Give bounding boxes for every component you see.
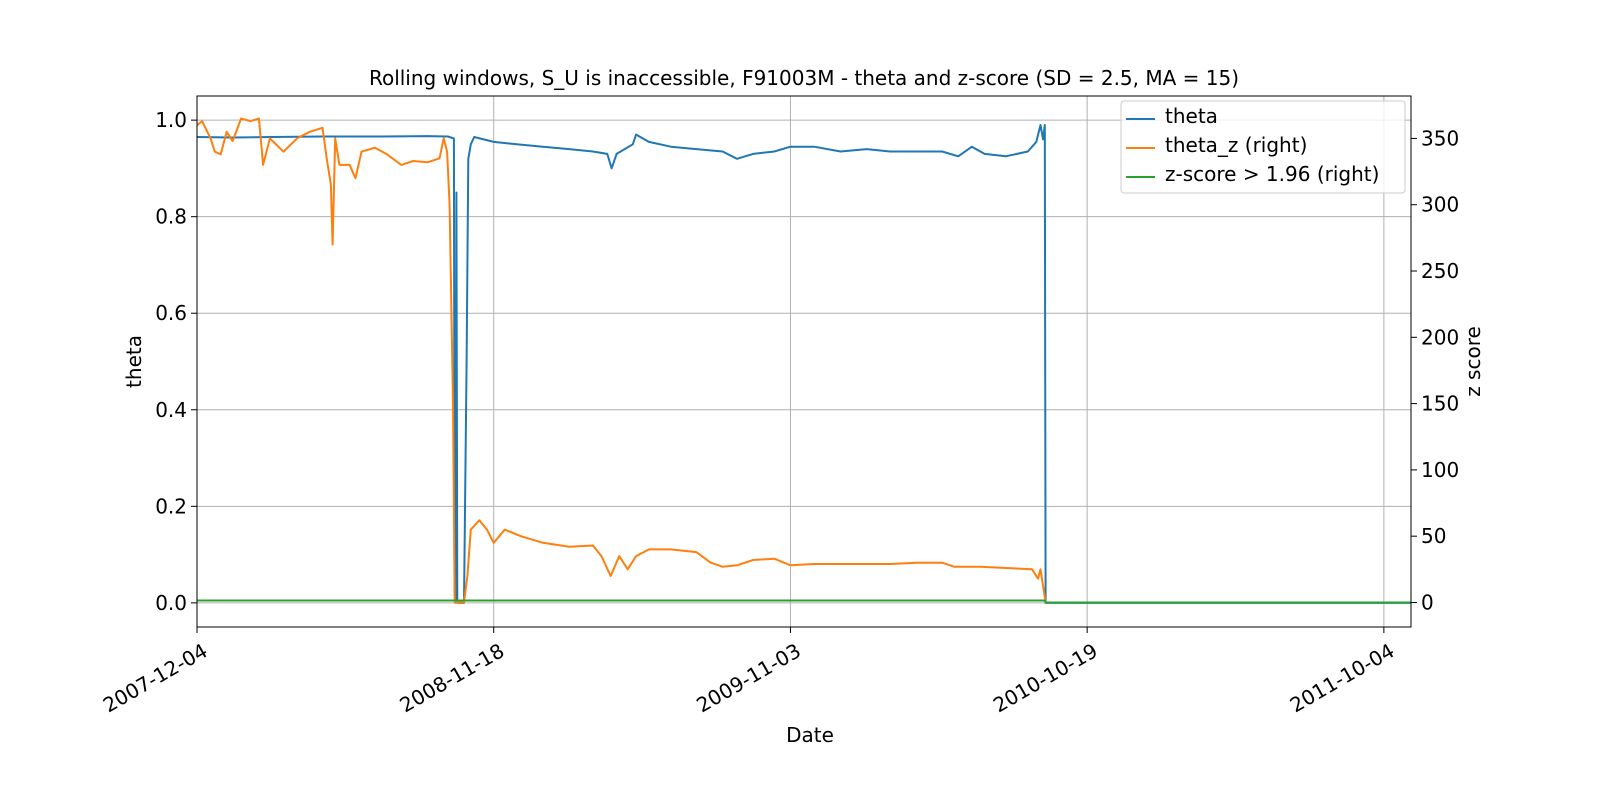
legend-label-theta-z: theta_z (right) <box>1165 133 1307 157</box>
legend-label-theta: theta <box>1165 104 1218 128</box>
legend-label-zscore-flag: z-score > 1.96 (right) <box>1165 162 1379 186</box>
y-tick-label: 0.2 <box>155 494 187 518</box>
y-tick-label: 0.0 <box>155 591 187 615</box>
x-axis-title: Date <box>786 723 834 747</box>
y2-tick-label: 250 <box>1421 259 1459 283</box>
y-tick-label: 1.0 <box>155 108 187 132</box>
y-tick-label: 0.4 <box>155 398 187 422</box>
plot-frame <box>196 95 1412 628</box>
series-zscore-flag-line <box>197 599 1411 604</box>
series-layer <box>196 117 1411 604</box>
legend-box <box>1120 100 1406 194</box>
y2-tick-label: 50 <box>1421 524 1446 548</box>
y-axis-title: theta <box>122 335 146 388</box>
y2-axis-title: z score <box>1461 326 1485 397</box>
chart-title: Rolling windows, S_U is inaccessible, F9… <box>369 66 1239 90</box>
y2-tick-label: 150 <box>1421 392 1459 416</box>
y-tick-label: 0.8 <box>155 205 187 229</box>
y2-tick-label: 0 <box>1421 590 1434 614</box>
y2-tick-label: 200 <box>1421 325 1459 349</box>
y2-tick-label: 350 <box>1421 126 1459 150</box>
y2-tick-label: 300 <box>1421 193 1459 217</box>
y2-tick-label: 100 <box>1421 458 1459 482</box>
y-tick-label: 0.6 <box>155 301 187 325</box>
series-theta-z-line <box>196 117 1411 604</box>
legend: theta theta_z (right) z-score > 1.96 (ri… <box>1120 100 1406 194</box>
